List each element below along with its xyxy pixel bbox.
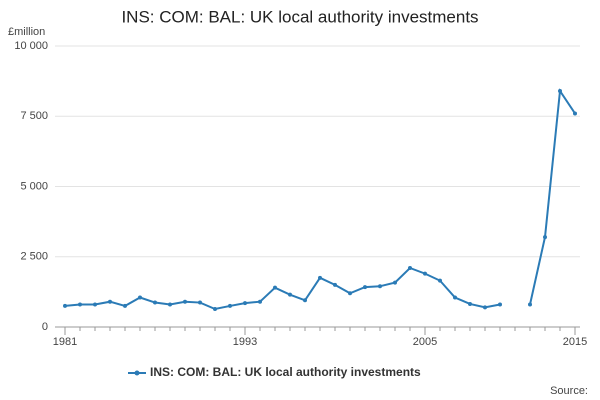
data-point: [348, 291, 352, 296]
data-point: [423, 271, 427, 276]
series-line: [64, 88, 576, 311]
source: Source:: [550, 385, 588, 397]
data-point: [198, 300, 202, 305]
data-point: [393, 280, 397, 285]
legend-label: INS: COM: BAL: UK local authority invest…: [150, 365, 421, 379]
x-tick-label: 1981: [53, 336, 77, 348]
data-point: [318, 275, 322, 280]
data-point: [273, 285, 277, 290]
y-tick-label: 10 000: [14, 40, 48, 52]
data-point: [93, 302, 97, 307]
y-tick-label: 5 000: [20, 180, 48, 192]
chart-title: INS: COM: BAL: UK local authority invest…: [121, 7, 478, 26]
data-point: [288, 292, 292, 297]
data-point: [468, 301, 472, 306]
data-point: [483, 305, 487, 310]
data-point: [363, 285, 367, 290]
data-point: [378, 284, 382, 289]
data-point: [258, 299, 262, 304]
y-tick-label: 7 500: [20, 110, 48, 122]
data-point: [498, 302, 502, 307]
data-point: [183, 299, 187, 304]
y-tick-label: 0: [42, 321, 48, 333]
data-point: [438, 278, 442, 283]
data-point: [153, 300, 157, 305]
y-tick-label: 2 500: [20, 251, 48, 263]
data-point: [168, 302, 172, 307]
data-point: [528, 302, 532, 307]
data-point: [213, 307, 217, 312]
data-point: [243, 301, 247, 306]
data-point: [63, 303, 67, 308]
data-point: [108, 299, 112, 304]
data-point: [228, 303, 232, 308]
x-tick-label: 1993: [233, 336, 257, 348]
data-point: [303, 298, 307, 303]
y-axis-label: £million: [8, 26, 45, 38]
legend-marker: [134, 370, 140, 376]
x-tick-label: 2015: [563, 336, 587, 348]
x-tick-label: 2005: [413, 336, 437, 348]
data-point: [573, 111, 577, 116]
data-point: [408, 265, 412, 270]
data-point: [138, 295, 142, 300]
data-point: [78, 302, 82, 307]
data-point: [558, 88, 562, 93]
data-point: [123, 303, 127, 308]
data-point: [453, 295, 457, 300]
data-point: [333, 282, 337, 287]
data-point: [543, 235, 547, 240]
